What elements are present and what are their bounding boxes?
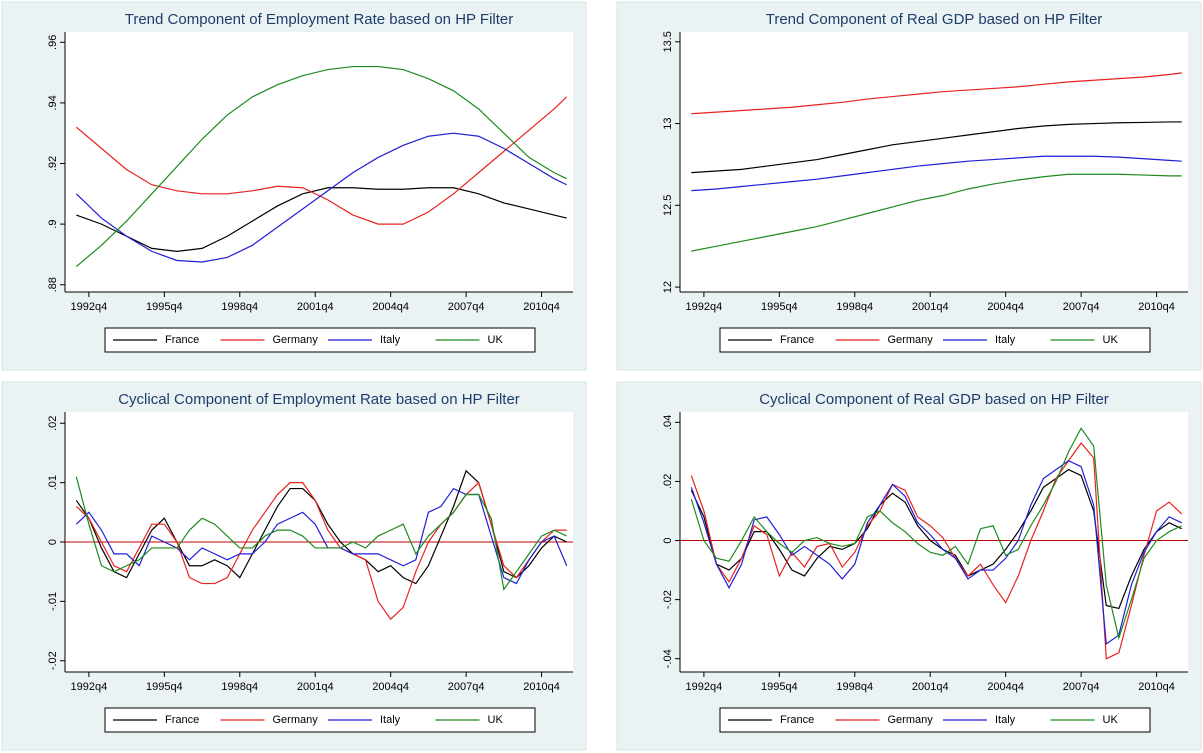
series-line	[691, 155, 1182, 192]
x-tick-label: 2001q4	[297, 681, 334, 693]
legend-label: Germany	[888, 714, 934, 726]
x-tick-label: 2004q4	[372, 301, 409, 313]
series-line	[690, 427, 1182, 641]
legend-label: Germany	[273, 334, 319, 346]
x-tick-label: 1998q4	[836, 301, 873, 313]
y-tick-label: .88	[47, 277, 59, 292]
y-tick-label: .94	[47, 95, 59, 110]
x-tick-label: 1992q4	[686, 301, 723, 313]
plot-area	[680, 32, 1188, 292]
y-tick-label: -.02	[47, 651, 59, 670]
y-tick-label: .92	[47, 156, 59, 171]
x-tick-label: 1998q4	[836, 681, 873, 693]
y-tick-label: -.01	[47, 592, 59, 611]
x-tick-label: 1995q4	[761, 681, 798, 693]
x-tick-label: 2007q4	[448, 681, 485, 693]
legend-box	[719, 707, 1151, 733]
x-tick-label: 2010q4	[523, 301, 560, 313]
y-tick-label: .02	[662, 474, 674, 489]
x-tick-label: 2004q4	[372, 681, 409, 693]
legend-label: France	[165, 334, 199, 346]
chart-title: Cyclical Component of Employment Rate ba…	[118, 391, 520, 408]
series-line	[691, 72, 1182, 115]
x-tick-label: 2001q4	[912, 681, 949, 693]
x-tick-label: 1998q4	[221, 301, 258, 313]
series-line	[75, 481, 567, 621]
y-tick-label: 0	[47, 539, 59, 545]
x-tick-label: 1995q4	[146, 681, 183, 693]
plot-area	[65, 32, 573, 292]
y-tick-label: .02	[47, 416, 59, 431]
series-line	[691, 121, 1182, 174]
y-tick-label: .01	[47, 475, 59, 490]
y-tick-label: 13.5	[662, 31, 674, 52]
chart-title: Trend Component of Employment Rate based…	[125, 11, 514, 28]
chart-title: Trend Component of Real GDP based on HP …	[766, 11, 1103, 28]
x-tick-label: 2004q4	[987, 681, 1024, 693]
x-tick-label: 2001q4	[912, 301, 949, 313]
legend-label: UK	[1103, 714, 1119, 726]
plot-area	[680, 412, 1188, 672]
x-tick-label: 2010q4	[523, 681, 560, 693]
x-tick-label: 2007q4	[448, 301, 485, 313]
y-tick-label: .96	[47, 35, 59, 50]
series-line	[75, 132, 567, 263]
x-tick-label: 2010q4	[1138, 681, 1175, 693]
legend-label: UK	[488, 714, 504, 726]
x-tick-label: 2001q4	[297, 301, 334, 313]
legend-label: France	[780, 334, 814, 346]
legend-label: Italy	[380, 714, 401, 726]
legend-label: Italy	[995, 334, 1016, 346]
y-tick-label: 0	[662, 537, 674, 543]
x-tick-label: 2007q4	[1063, 301, 1100, 313]
x-tick-label: 1995q4	[761, 301, 798, 313]
legend-label: Italy	[380, 334, 401, 346]
x-tick-label: 1992q4	[71, 301, 108, 313]
legend-label: UK	[488, 334, 504, 346]
legend-label: Italy	[995, 714, 1016, 726]
x-tick-label: 2007q4	[1063, 681, 1100, 693]
chart-title: Cyclical Component of Real GDP based on …	[759, 391, 1109, 408]
legend-label: UK	[1103, 334, 1119, 346]
series-line	[690, 442, 1183, 660]
legend-label: Germany	[273, 714, 319, 726]
y-tick-label: .9	[47, 220, 59, 229]
x-tick-label: 1998q4	[221, 681, 258, 693]
x-tick-label: 2010q4	[1138, 301, 1175, 313]
series-line	[75, 96, 568, 225]
y-tick-label: -.04	[662, 649, 674, 668]
x-tick-label: 1992q4	[686, 681, 723, 693]
legend-label: France	[780, 714, 814, 726]
series-line	[75, 65, 567, 268]
y-tick-label: 12.5	[662, 195, 674, 216]
series-line	[690, 460, 1182, 646]
series-line	[75, 487, 568, 585]
y-tick-label: 13	[662, 117, 674, 129]
legend-label: Germany	[888, 334, 934, 346]
series-line	[691, 173, 1182, 252]
y-tick-label: .04	[662, 415, 674, 430]
y-tick-label: -.02	[662, 590, 674, 609]
x-tick-label: 2004q4	[987, 301, 1024, 313]
series-line	[75, 476, 567, 592]
legend-label: France	[165, 714, 199, 726]
series-line	[76, 187, 567, 252]
x-tick-label: 1992q4	[71, 681, 108, 693]
y-tick-label: 12	[662, 281, 674, 293]
x-tick-label: 1995q4	[146, 301, 183, 313]
